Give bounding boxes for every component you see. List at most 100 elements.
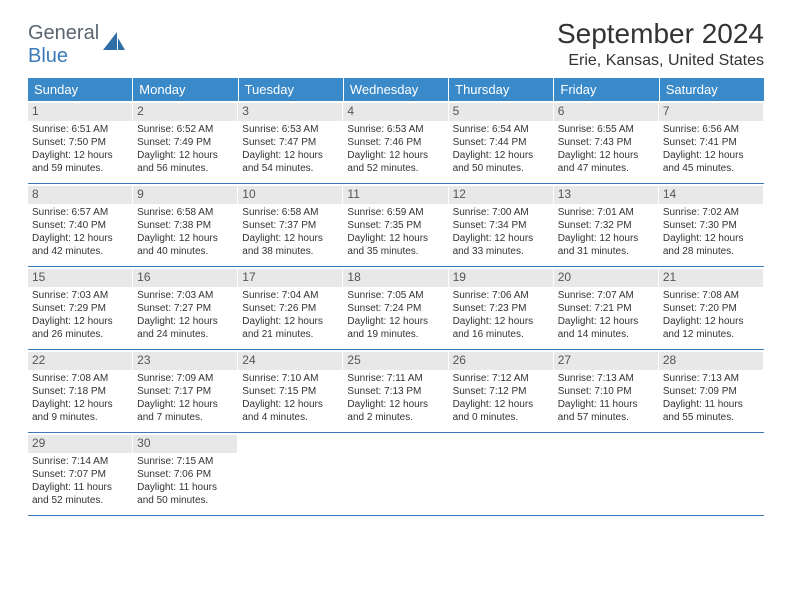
sunrise-line: Sunrise: 7:10 AM (242, 372, 338, 385)
sunrise-line: Sunrise: 7:08 AM (32, 372, 128, 385)
daylight-line: Daylight: 12 hours and 35 minutes. (347, 232, 443, 258)
sunrise-line: Sunrise: 7:08 AM (663, 289, 759, 302)
calendar-cell: 20Sunrise: 7:07 AMSunset: 7:21 PMDayligh… (554, 267, 659, 349)
daylight-line: Daylight: 12 hours and 52 minutes. (347, 149, 443, 175)
day-number: 9 (133, 186, 237, 204)
calendar-cell: 3Sunrise: 6:53 AMSunset: 7:47 PMDaylight… (238, 101, 343, 183)
sunrise-line: Sunrise: 6:56 AM (663, 123, 759, 136)
sunrise-line: Sunrise: 6:55 AM (558, 123, 654, 136)
sunrise-line: Sunrise: 7:05 AM (347, 289, 443, 302)
sunset-line: Sunset: 7:17 PM (137, 385, 233, 398)
day-number: 20 (554, 269, 658, 287)
sunset-line: Sunset: 7:38 PM (137, 219, 233, 232)
sunset-line: Sunset: 7:24 PM (347, 302, 443, 315)
sunset-line: Sunset: 7:46 PM (347, 136, 443, 149)
sunset-line: Sunset: 7:23 PM (453, 302, 549, 315)
day-number: 6 (554, 103, 658, 121)
daylight-line: Daylight: 12 hours and 45 minutes. (663, 149, 759, 175)
day-number: 24 (238, 352, 342, 370)
calendar-cell: 18Sunrise: 7:05 AMSunset: 7:24 PMDayligh… (343, 267, 448, 349)
day-number: 3 (238, 103, 342, 121)
calendar-cell: 12Sunrise: 7:00 AMSunset: 7:34 PMDayligh… (449, 184, 554, 266)
sunset-line: Sunset: 7:32 PM (558, 219, 654, 232)
day-number: 8 (28, 186, 132, 204)
daylight-line: Daylight: 12 hours and 50 minutes. (453, 149, 549, 175)
daylight-line: Daylight: 12 hours and 42 minutes. (32, 232, 128, 258)
daylight-line: Daylight: 12 hours and 40 minutes. (137, 232, 233, 258)
sunrise-line: Sunrise: 7:00 AM (453, 206, 549, 219)
page-title: September 2024 (557, 18, 764, 50)
calendar-week: 8Sunrise: 6:57 AMSunset: 7:40 PMDaylight… (28, 184, 764, 267)
day-number: 18 (343, 269, 447, 287)
calendar-cell: 24Sunrise: 7:10 AMSunset: 7:15 PMDayligh… (238, 350, 343, 432)
day-number: 17 (238, 269, 342, 287)
sunrise-line: Sunrise: 7:06 AM (453, 289, 549, 302)
sunset-line: Sunset: 7:49 PM (137, 136, 233, 149)
day-number: 26 (449, 352, 553, 370)
daylight-line: Daylight: 11 hours and 57 minutes. (558, 398, 654, 424)
day-number: 16 (133, 269, 237, 287)
calendar-cell: 15Sunrise: 7:03 AMSunset: 7:29 PMDayligh… (28, 267, 133, 349)
calendar-cell: 8 Sunrise: 6:57 AMSunset: 7:40 PMDaylight… (28, 184, 133, 266)
day-number: 1 (28, 103, 132, 121)
dayheader: Friday (554, 78, 659, 101)
sunset-line: Sunset: 7:47 PM (242, 136, 338, 149)
calendar-cell: 27Sunrise: 7:13 AMSunset: 7:10 PMDayligh… (554, 350, 659, 432)
sunrise-line: Sunrise: 6:53 AM (242, 123, 338, 136)
sunset-line: Sunset: 7:27 PM (137, 302, 233, 315)
calendar-cell (238, 433, 343, 515)
daylight-line: Daylight: 11 hours and 55 minutes. (663, 398, 759, 424)
sunrise-line: Sunrise: 7:03 AM (137, 289, 233, 302)
sunrise-line: Sunrise: 6:57 AM (32, 206, 128, 219)
calendar-cell: 4Sunrise: 6:53 AMSunset: 7:46 PMDaylight… (343, 101, 448, 183)
day-number: 30 (133, 435, 237, 453)
day-number: 10 (238, 186, 342, 204)
day-number: 11 (343, 186, 447, 204)
daylight-line: Daylight: 12 hours and 33 minutes. (453, 232, 549, 258)
sunset-line: Sunset: 7:20 PM (663, 302, 759, 315)
daylight-line: Daylight: 12 hours and 38 minutes. (242, 232, 338, 258)
daylight-line: Daylight: 12 hours and 24 minutes. (137, 315, 233, 341)
sunset-line: Sunset: 7:15 PM (242, 385, 338, 398)
sunrise-line: Sunrise: 7:03 AM (32, 289, 128, 302)
dayheader: Thursday (449, 78, 554, 101)
sunset-line: Sunset: 7:10 PM (558, 385, 654, 398)
calendar-cell: 6Sunrise: 6:55 AMSunset: 7:43 PMDaylight… (554, 101, 659, 183)
sunset-line: Sunset: 7:40 PM (32, 219, 128, 232)
sunrise-line: Sunrise: 6:51 AM (32, 123, 128, 136)
sunset-line: Sunset: 7:37 PM (242, 219, 338, 232)
day-number: 23 (133, 352, 237, 370)
calendar-cell: 22Sunrise: 7:08 AMSunset: 7:18 PMDayligh… (28, 350, 133, 432)
calendar-cell: 7Sunrise: 6:56 AMSunset: 7:41 PMDaylight… (659, 101, 764, 183)
dayheader: Wednesday (344, 78, 449, 101)
day-number: 29 (28, 435, 132, 453)
calendar-cell: 16 Sunrise: 7:03 AMSunset: 7:27 PMDayligh… (133, 267, 238, 349)
dayheader: Sunday (28, 78, 133, 101)
calendar-cell (449, 433, 554, 515)
calendar-cell: 5Sunrise: 6:54 AMSunset: 7:44 PMDaylight… (449, 101, 554, 183)
calendar-week: 29Sunrise: 7:14 AMSunset: 7:07 PMDayligh… (28, 433, 764, 516)
sunset-line: Sunset: 7:07 PM (32, 468, 128, 481)
sunset-line: Sunset: 7:06 PM (137, 468, 233, 481)
day-number: 14 (659, 186, 763, 204)
title-block: September 2024 Erie, Kansas, United Stat… (557, 18, 764, 70)
daylight-line: Daylight: 12 hours and 21 minutes. (242, 315, 338, 341)
sunrise-line: Sunrise: 6:58 AM (137, 206, 233, 219)
sunrise-line: Sunrise: 6:52 AM (137, 123, 233, 136)
calendar-cell (659, 433, 764, 515)
day-number: 15 (28, 269, 132, 287)
sunset-line: Sunset: 7:29 PM (32, 302, 128, 315)
dayheader: Tuesday (239, 78, 344, 101)
daylight-line: Daylight: 12 hours and 14 minutes. (558, 315, 654, 341)
calendar-cell: 29Sunrise: 7:14 AMSunset: 7:07 PMDayligh… (28, 433, 133, 515)
calendar-cell: 1 Sunrise: 6:51 AMSunset: 7:50 PMDaylight… (28, 101, 133, 183)
sunset-line: Sunset: 7:44 PM (453, 136, 549, 149)
logo-text: General Blue (28, 22, 99, 68)
sunrise-line: Sunrise: 7:14 AM (32, 455, 128, 468)
day-number: 13 (554, 186, 658, 204)
calendar-cell: 14Sunrise: 7:02 AMSunset: 7:30 PMDayligh… (659, 184, 764, 266)
sunset-line: Sunset: 7:26 PM (242, 302, 338, 315)
daylight-line: Daylight: 12 hours and 59 minutes. (32, 149, 128, 175)
sunset-line: Sunset: 7:50 PM (32, 136, 128, 149)
logo-part1: General (28, 22, 99, 44)
